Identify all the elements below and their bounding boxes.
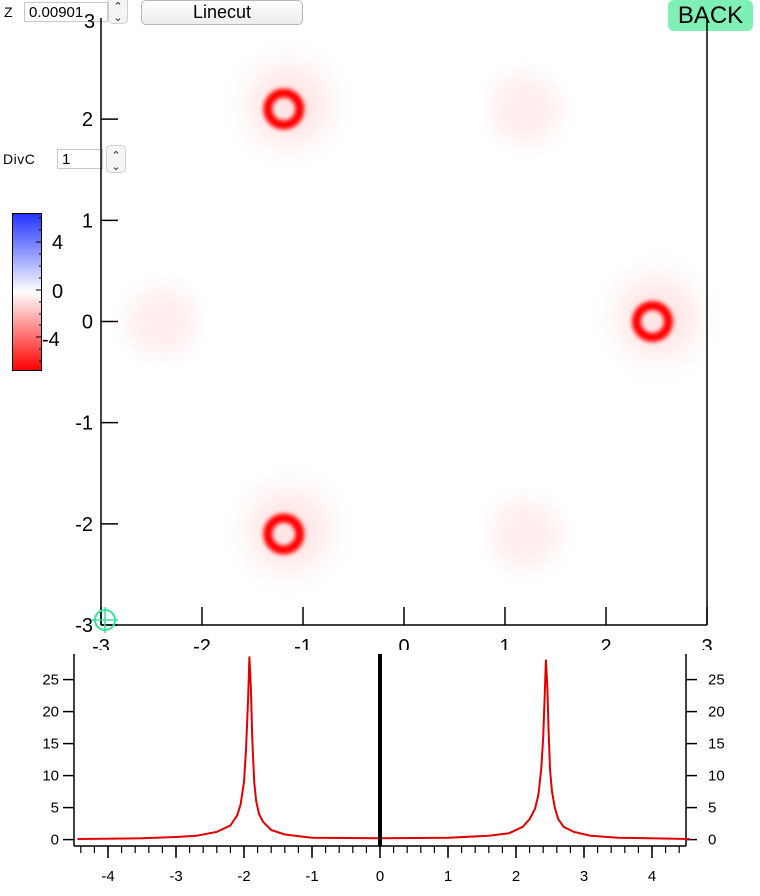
linecut-series <box>77 654 690 846</box>
colorbar-tick-label: 4 <box>52 232 63 254</box>
x-axis: -3 -2 -1 0 1 2 3 <box>92 607 713 650</box>
colorbar-tick-label: -4 <box>42 329 60 351</box>
linecut-button[interactable]: Linecut <box>141 0 303 25</box>
heatmap-faint-spot <box>491 75 560 144</box>
x-tick-label: 3 <box>701 636 712 650</box>
linecut-y-axis-left: 0 5 10 15 20 25 <box>42 672 74 849</box>
y-tick-label: 10 <box>708 768 725 785</box>
y-tick-label: 20 <box>708 704 725 721</box>
heatmap-halo <box>617 277 698 358</box>
y-tick-label: 0 <box>51 832 59 849</box>
y-tick-label: 15 <box>42 736 59 753</box>
y-tick-label: 5 <box>51 800 59 817</box>
y-tick-label: 2 <box>82 109 93 131</box>
colorbar-ticks <box>36 217 42 362</box>
y-tick-label: 10 <box>42 768 59 785</box>
chevron-up-icon[interactable]: ⌃ <box>113 1 123 13</box>
x-tick-label: 2 <box>600 636 611 650</box>
y-tick-label: 5 <box>708 800 716 817</box>
linecut-series-line <box>77 656 690 840</box>
x-tick-label: -2 <box>237 868 250 885</box>
linecut-plot: -4 -3 -2 -1 0 1 2 3 4 0 5 10 15 20 25 0 5 10 15 20 25 <box>42 654 725 885</box>
x-tick-label: 0 <box>398 636 409 650</box>
y-tick-label: -3 <box>75 615 93 637</box>
y-tick-label: 0 <box>708 832 716 849</box>
heatmap-halo <box>248 65 329 146</box>
x-tick-label: -1 <box>305 868 318 885</box>
chevron-down-icon[interactable]: ⌄ <box>111 161 121 173</box>
heatmap-features <box>127 65 698 570</box>
x-tick-label: 2 <box>512 868 520 885</box>
x-tick-label: 0 <box>376 868 384 885</box>
back-button[interactable]: BACK <box>668 0 753 31</box>
x-tick-label: 4 <box>648 868 656 885</box>
y-tick-label-top: 3 <box>84 11 95 33</box>
linecut-x-axis: -4 -3 -2 -1 0 1 2 3 4 <box>80 846 680 885</box>
heatmap-ring <box>263 513 305 555</box>
x-tick-label: 3 <box>580 868 588 885</box>
y-tick-label: 20 <box>42 704 59 721</box>
colorbar: 4 0 -4 <box>12 213 63 371</box>
z-stepper[interactable]: ⌃ ⌄ <box>108 0 128 24</box>
heatmap-halo <box>248 489 329 570</box>
heatmap-ring <box>631 301 673 342</box>
y-tick-label: -1 <box>75 413 93 435</box>
z-value-input[interactable]: 0.00901 <box>24 2 108 22</box>
z-label: Z <box>4 4 13 20</box>
colorbar-tick-label: 0 <box>52 281 63 303</box>
x-tick-label: -1 <box>294 636 312 650</box>
y-tick-label: 0 <box>82 312 93 334</box>
divc-label: DivC <box>3 151 36 167</box>
y-tick-label: 25 <box>42 672 59 689</box>
x-tick-label: -4 <box>101 868 114 885</box>
heatmap-faint-spot <box>491 499 560 568</box>
y-tick-label: 15 <box>708 736 725 753</box>
linecut-y-axis-right: 0 5 10 15 20 25 <box>686 672 725 849</box>
y-tick-label: -2 <box>75 514 93 536</box>
chevron-up-icon[interactable]: ⌃ <box>111 150 121 162</box>
x-tick-label: -3 <box>92 636 110 650</box>
divc-stepper[interactable]: ⌃ ⌄ <box>106 145 126 173</box>
y-axis: 2 1 0 -1 -2 -3 <box>75 109 118 637</box>
chevron-down-icon[interactable]: ⌄ <box>113 12 123 24</box>
crosshair-cursor-icon[interactable] <box>92 607 118 633</box>
heatmap-plot: -3 -2 -1 0 1 2 3 2 1 0 -1 -2 -3 3 <box>75 11 713 650</box>
y-tick-label: 1 <box>82 210 93 232</box>
colorbar-gradient <box>12 213 42 371</box>
y-tick-label: 25 <box>708 672 725 689</box>
heatmap-ring <box>263 88 305 130</box>
divc-value-input[interactable]: 1 <box>57 149 103 169</box>
x-tick-label: 1 <box>444 868 452 885</box>
x-tick-label: -2 <box>193 636 211 650</box>
heatmap-faint-spot <box>127 287 196 356</box>
x-tick-label: 1 <box>499 636 510 650</box>
x-tick-label: -3 <box>169 868 182 885</box>
